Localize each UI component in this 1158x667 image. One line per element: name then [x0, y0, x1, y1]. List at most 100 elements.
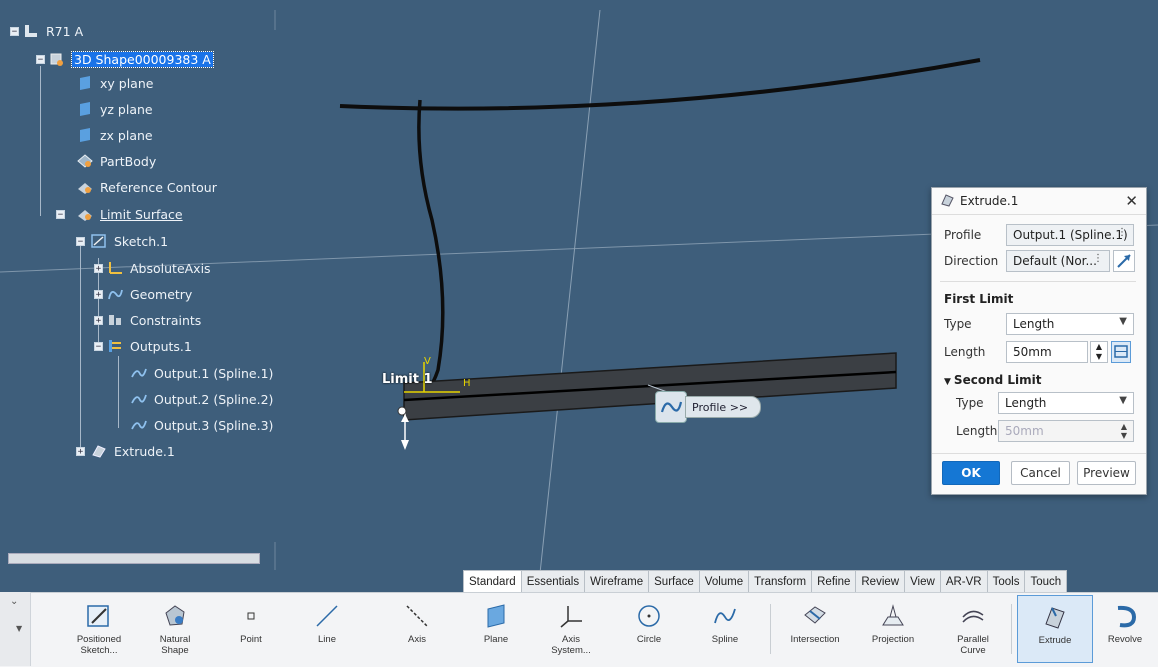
specification-tree[interactable]: − R71 A − 3D Shape00009383 A xy plane yz… — [0, 0, 290, 480]
profile-field[interactable]: Output.1 (Spline.1) ⋮ — [1006, 224, 1134, 246]
tab-review[interactable]: Review — [855, 570, 906, 593]
tab-volume[interactable]: Volume — [698, 570, 750, 593]
tree-node-geometry[interactable]: Geometry — [106, 284, 192, 304]
tool-label: Circle — [636, 634, 662, 645]
tree-node-xy-plane[interactable]: xy plane — [76, 73, 153, 93]
action-bar-tabs[interactable]: Standard Essentials Wireframe Surface Vo… — [463, 570, 1068, 593]
spline-icon — [130, 365, 148, 381]
dimension-icon[interactable] — [1111, 341, 1131, 363]
chevron-down-icon: ▼ — [1119, 395, 1127, 406]
tree-node-absoluteaxis[interactable]: AbsoluteAxis — [106, 258, 211, 278]
collapse-toggle-sketch[interactable]: − — [76, 237, 85, 247]
tree-node-output-1[interactable]: Output.1 (Spline.1) — [130, 363, 273, 383]
collapse-toggle-shape[interactable]: − — [36, 55, 45, 65]
expand-toggle-constraints[interactable]: + — [94, 316, 103, 326]
more-options-icon[interactable]: ⋮ — [1093, 253, 1103, 264]
tab-wireframe[interactable]: Wireframe — [584, 570, 650, 593]
natural-shape-button[interactable]: Natural Shape — [140, 595, 210, 663]
direction-field[interactable]: Default (Nor... ⋮ — [1006, 250, 1110, 272]
action-bar — [0, 592, 1158, 667]
tree-node-limit-surface[interactable]: Limit Surface — [76, 204, 183, 224]
close-icon[interactable]: ✕ — [1125, 192, 1138, 210]
tree-node-yz-plane[interactable]: yz plane — [76, 99, 153, 119]
tree-node-output-2[interactable]: Output.2 (Spline.2) — [130, 389, 273, 409]
tab-view[interactable]: View — [904, 570, 941, 593]
length-spinner-icon[interactable]: ▲ ▼ — [1090, 341, 1108, 363]
first-type-select[interactable]: Length ▼ — [1006, 313, 1134, 335]
tree-node-sketch[interactable]: Sketch.1 — [90, 231, 168, 251]
positioned-sketch-button[interactable]: Positioned Sketch... — [64, 595, 134, 663]
direction-value: Default (Nor... — [1013, 254, 1097, 268]
action-bar-collapse[interactable]: ⌄ ▼ — [0, 592, 31, 666]
second-length-input[interactable]: 50mm ▲ ▼ — [998, 420, 1134, 442]
tree-node-reference-contour[interactable]: Reference Contour — [76, 177, 217, 197]
parallel-curve-icon — [958, 601, 988, 631]
tab-ar-vr[interactable]: AR-VR — [939, 570, 988, 593]
tab-standard[interactable]: Standard — [463, 570, 522, 593]
sketch-icon — [90, 233, 108, 249]
limit-1-label[interactable]: Limit 1 — [382, 372, 433, 387]
outputs-icon — [106, 338, 124, 354]
intersection-button[interactable]: Intersection — [780, 595, 850, 663]
extrude-button[interactable]: Extrude — [1017, 595, 1093, 663]
tree-node-extrude[interactable]: Extrude.1 — [90, 441, 175, 461]
collapse-toggle-limit-surface[interactable]: − — [56, 210, 65, 220]
tool-label: Shape — [161, 645, 189, 656]
tree-node-constraints[interactable]: Constraints — [106, 310, 201, 330]
tab-transform[interactable]: Transform — [748, 570, 813, 593]
collapse-toggle-root[interactable]: − — [10, 27, 19, 37]
direction-label: Direction — [944, 254, 999, 268]
first-length-input[interactable]: 50mm — [1006, 341, 1088, 363]
preview-button[interactable]: Preview — [1077, 461, 1136, 485]
cancel-button[interactable]: Cancel — [1011, 461, 1070, 485]
spline-button[interactable]: Spline — [690, 595, 760, 663]
axis-button[interactable]: Axis — [382, 595, 452, 663]
second-limit-header[interactable]: ▼ Second Limit — [944, 373, 1041, 387]
plane-icon — [76, 101, 94, 117]
tree-node-zx-plane-label: zx plane — [100, 127, 153, 143]
tab-refine[interactable]: Refine — [811, 570, 857, 593]
axis-icon — [106, 260, 124, 276]
collapse-toggle-outputs[interactable]: − — [94, 342, 103, 352]
spline-icon — [130, 417, 148, 433]
second-type-select[interactable]: Length ▼ — [998, 392, 1134, 414]
tree-horizontal-scrollbar[interactable] — [8, 553, 260, 564]
tree-node-outputs[interactable]: Outputs.1 — [106, 336, 192, 356]
point-button[interactable]: Point — [216, 595, 286, 663]
tab-essentials[interactable]: Essentials — [520, 570, 586, 593]
tab-touch[interactable]: Touch — [1024, 570, 1068, 593]
revolve-button[interactable]: Revolve — [1094, 595, 1156, 663]
projection-button[interactable]: Projection — [858, 595, 928, 663]
tree-node-root[interactable]: R71 A — [22, 21, 83, 41]
dropdown-arrow-icon: ▼ — [16, 624, 23, 633]
dialog-header[interactable]: Extrude.1 ✕ — [932, 188, 1146, 215]
tree-node-partbody[interactable]: PartBody — [76, 151, 156, 171]
parallel-curve-button[interactable]: Parallel Curve — [938, 595, 1008, 663]
second-type-value: Length — [1005, 396, 1047, 410]
more-options-icon[interactable]: ⋮ — [1117, 227, 1127, 238]
plane-button[interactable]: Plane — [461, 595, 531, 663]
reverse-direction-icon[interactable] — [1113, 250, 1135, 272]
tab-tools[interactable]: Tools — [986, 570, 1026, 593]
circle-button[interactable]: Circle — [614, 595, 684, 663]
tab-surface[interactable]: Surface — [648, 570, 700, 593]
expand-toggle-geometry[interactable]: + — [94, 290, 103, 300]
geometrical-set-icon — [76, 179, 94, 195]
ok-button[interactable]: OK — [942, 461, 1000, 485]
tree-node-zx-plane[interactable]: zx plane — [76, 125, 153, 145]
axis-system-button[interactable]: Axis System... — [536, 595, 606, 663]
partbody-icon — [76, 153, 94, 169]
tree-node-3d-shape[interactable]: 3D Shape00009383 A — [48, 49, 214, 69]
spline-icon — [130, 391, 148, 407]
first-length-label: Length — [944, 345, 986, 359]
tool-label: Intersection — [790, 634, 840, 645]
line-button[interactable]: Line — [292, 595, 362, 663]
expand-toggle-extrude[interactable]: + — [76, 447, 85, 457]
profile-tag[interactable]: Profile >> — [655, 391, 762, 423]
tree-node-output-3[interactable]: Output.3 (Spline.3) — [130, 415, 273, 435]
expand-toggle-absoluteaxis[interactable]: + — [94, 264, 103, 274]
tool-label: Curve — [960, 645, 986, 656]
axis-system-icon — [556, 601, 586, 631]
extrude-dialog[interactable]: Extrude.1 ✕ Profile Output.1 (Spline.1) ⋮… — [931, 187, 1147, 495]
